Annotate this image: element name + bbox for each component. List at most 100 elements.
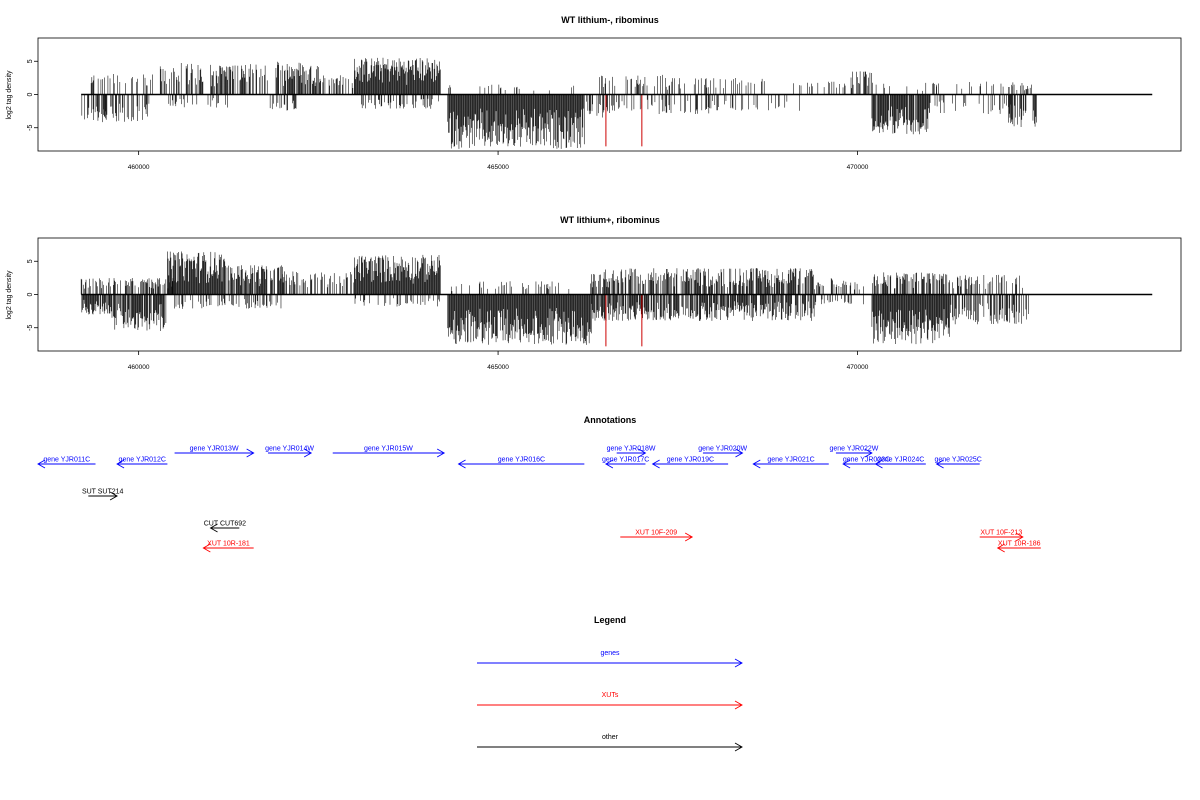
density-bar-segment: [950, 294, 1029, 325]
feature-label: XUT 10F-213: [980, 530, 1022, 537]
feature-label: gene YJR014W: [265, 446, 314, 453]
density-bar-segment: [328, 75, 355, 95]
feature-label: gene YJR011C: [43, 457, 90, 464]
feature-label: gene YJR023C: [843, 457, 890, 464]
red-marks: [605, 94, 643, 147]
feature-label: gene YJR017C: [602, 457, 649, 464]
annotations-track: Annotations gene YJR011C gene YJR012Cgene…: [37, 415, 1041, 553]
y-tick-label: 0: [27, 92, 34, 96]
density-bars: [81, 57, 1037, 149]
density-bar-segment: [354, 57, 441, 95]
density-bar-segment: [225, 265, 283, 295]
feature-gene: gene YJR018W: [607, 446, 656, 458]
density-bar-segment: [1008, 94, 1037, 127]
feature-other: SUT SUT214: [82, 489, 124, 501]
panel-lithium-minus: WT lithium-, ribominus log2 tag density …: [6, 15, 1182, 171]
feature-gene: gene YJR012C: [116, 457, 168, 469]
density-bar-segment: [447, 94, 585, 149]
density-bar-segment: [81, 94, 106, 121]
legend-title: Legend: [594, 615, 626, 625]
density-bar-segment: [168, 94, 228, 108]
feature-gene: gene YJR019C: [651, 457, 729, 469]
feature-label: gene YJR016C: [498, 457, 545, 464]
feature-xut: XUT 10R-186: [996, 541, 1041, 553]
feature-label: gene YJR022W: [829, 446, 878, 453]
density-bar-segment: [90, 73, 153, 95]
density-bar-segment: [282, 271, 355, 295]
feature-gene: gene YJR024C: [874, 457, 926, 469]
density-bar-segment: [599, 74, 663, 95]
feature-label: CUT CUT692: [204, 521, 246, 528]
legend-label: genes: [600, 650, 620, 657]
density-bar-segment: [814, 278, 864, 295]
density-bar-segment: [586, 94, 613, 118]
y-tick-label: 5: [27, 59, 34, 63]
density-bar-segment: [814, 294, 864, 306]
feature-label: gene YJR019C: [667, 457, 714, 464]
panel-lithium-plus: WT lithium+, ribominus log2 tag density …: [6, 215, 1182, 371]
red-marks: [605, 294, 643, 347]
feature-label: gene YJR013W: [190, 446, 239, 453]
feature-label: XUT 10F-209: [635, 530, 677, 537]
feature-xut: XUT 10R-181: [202, 541, 254, 553]
x-tick-label: 470000: [847, 164, 869, 171]
x-tick-label: 470000: [847, 364, 869, 371]
density-bar-segment: [80, 278, 175, 295]
feature-label: gene YJR015W: [364, 446, 413, 453]
density-bar-segment: [705, 94, 800, 111]
density-bar-segment: [793, 81, 846, 95]
density-bar-segment: [591, 268, 814, 295]
legend-item-xut: XUTs: [477, 692, 743, 710]
feature-label: XUT 10R-186: [998, 541, 1041, 548]
legend-item-other: other: [477, 734, 743, 752]
density-bar-segment: [850, 71, 872, 95]
density-bar-segment: [872, 272, 950, 295]
x-tick-label: 460000: [128, 164, 150, 171]
y-tick-label: -5: [27, 125, 34, 131]
feature-gene: gene YJR021C: [752, 457, 829, 469]
legend-item-gene: genes: [477, 650, 743, 668]
feature-gene: gene YJR022W: [829, 446, 879, 458]
density-bar-segment: [210, 64, 268, 95]
density-bar-segment: [871, 294, 951, 345]
x-tick-label: 465000: [487, 164, 509, 171]
density-bar-segment: [872, 82, 937, 95]
feature-label: gene YJR020W: [698, 446, 747, 453]
density-bar-segment: [448, 84, 575, 95]
y-axis-label: log2 tag density: [6, 70, 13, 120]
panel-title: WT lithium+, ribominus: [560, 215, 660, 225]
feature-gene: gene YJR020W: [698, 446, 748, 458]
feature-gene: gene YJR015W: [332, 446, 446, 458]
density-bar-segment: [447, 294, 592, 345]
y-tick-label: 0: [27, 292, 34, 296]
density-bar-segment: [81, 294, 111, 315]
feature-xut: XUT 10F-213: [979, 530, 1024, 542]
y-tick-label: 5: [27, 259, 34, 263]
density-bar-segment: [102, 94, 150, 123]
density-bar-segment: [174, 294, 282, 309]
y-tick-label: -5: [27, 325, 34, 331]
density-bar-segment: [607, 94, 712, 115]
density-bar-segment: [275, 61, 326, 95]
density-bar-segment: [361, 94, 439, 109]
feature-label: gene YJR012C: [119, 457, 166, 464]
legend: Legend genes XUTs other: [477, 615, 743, 752]
feature-label: gene YJR024C: [877, 457, 924, 464]
feature-gene: gene YJR014W: [265, 446, 314, 458]
x-axis: 460000 465000 470000: [128, 151, 869, 171]
feature-list: gene YJR011C gene YJR012C gene YJR013W gene…: [37, 446, 1041, 553]
annotations-title: Annotations: [584, 415, 637, 425]
legend-items: genes XUTs other: [477, 650, 743, 752]
x-axis: 460000 465000 470000: [128, 351, 869, 371]
feature-xut: XUT 10F-209: [620, 530, 694, 542]
legend-label: XUTs: [602, 692, 619, 699]
density-bar-segment: [871, 94, 930, 135]
feature-gene: gene YJR025C: [934, 457, 982, 469]
density-bar-segment: [591, 294, 815, 321]
density-bar-segment: [450, 281, 591, 295]
panel-title: WT lithium-, ribominus: [561, 15, 659, 25]
density-bar-segment: [929, 94, 1012, 114]
density-bar-segment: [167, 251, 226, 295]
x-tick-label: 460000: [128, 364, 150, 371]
